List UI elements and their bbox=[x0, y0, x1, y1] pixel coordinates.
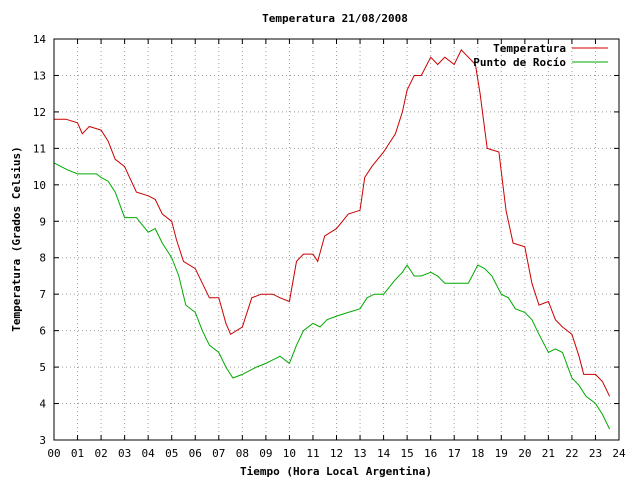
x-tick-label: 14 bbox=[377, 447, 391, 460]
x-tick-label: 16 bbox=[424, 447, 437, 460]
chart-title: Temperatura 21/08/2008 bbox=[262, 12, 408, 25]
legend-label-temperatura: Temperatura bbox=[493, 42, 566, 55]
x-tick-label: 08 bbox=[236, 447, 249, 460]
x-tick-label: 21 bbox=[542, 447, 555, 460]
y-tick-label: 7 bbox=[39, 288, 46, 301]
y-tick-label: 14 bbox=[33, 33, 47, 46]
y-tick-label: 9 bbox=[39, 215, 46, 228]
series-line-temperatura bbox=[54, 49, 611, 397]
y-tick-label: 3 bbox=[39, 434, 46, 447]
x-tick-label: 07 bbox=[212, 447, 225, 460]
y-tick-label: 4 bbox=[39, 398, 46, 411]
x-tick-label: 01 bbox=[71, 447, 84, 460]
x-tick-label: 09 bbox=[259, 447, 272, 460]
x-tick-label: 22 bbox=[565, 447, 578, 460]
x-tick-label: 02 bbox=[94, 447, 107, 460]
x-tick-label: 17 bbox=[448, 447, 461, 460]
x-tick-label: 06 bbox=[189, 447, 202, 460]
x-tick-label: 20 bbox=[518, 447, 531, 460]
axis-ticks bbox=[53, 38, 620, 441]
legend-label-punto-de-rocio: Punto de Rocío bbox=[473, 56, 566, 69]
y-tick-label: 13 bbox=[33, 69, 46, 82]
y-axis-label: Temperatura (Grados Celsius) bbox=[10, 146, 23, 331]
x-tick-label: 15 bbox=[401, 447, 414, 460]
x-tick-label: 18 bbox=[471, 447, 484, 460]
y-tick-label: 11 bbox=[33, 142, 46, 155]
x-tick-label: 04 bbox=[142, 447, 156, 460]
grid-lines bbox=[54, 39, 619, 440]
y-tick-label: 12 bbox=[33, 106, 46, 119]
x-tick-labels: 00 01 02 03 04 05 06 07 08 09 10 11 12 13 14 15 16 17 18 19… bbox=[47, 447, 626, 460]
x-tick-label: 11 bbox=[306, 447, 319, 460]
series-line-punto-de-rocio bbox=[53, 162, 611, 430]
x-tick-label: 10 bbox=[283, 447, 296, 460]
series-lines bbox=[53, 49, 611, 430]
y-tick-label: 5 bbox=[39, 361, 46, 374]
y-tick-label: 6 bbox=[39, 325, 46, 338]
x-tick-label: 24 bbox=[612, 447, 626, 460]
x-tick-label: 23 bbox=[589, 447, 602, 460]
x-tick-label: 12 bbox=[330, 447, 343, 460]
x-tick-label: 13 bbox=[353, 447, 366, 460]
x-tick-label: 05 bbox=[165, 447, 178, 460]
x-tick-label: 19 bbox=[495, 447, 508, 460]
x-axis-label: Tiempo (Hora Local Argentina) bbox=[240, 465, 432, 478]
x-tick-label: 00 bbox=[47, 447, 60, 460]
y-tick-label: 10 bbox=[33, 179, 46, 192]
x-tick-label: 03 bbox=[118, 447, 131, 460]
y-tick-labels: 3 4 5 6 7 8 9 10 11 12 13 14 bbox=[33, 33, 47, 447]
legend: Temperatura Punto de Rocío bbox=[473, 42, 608, 69]
y-tick-label: 8 bbox=[39, 252, 46, 265]
